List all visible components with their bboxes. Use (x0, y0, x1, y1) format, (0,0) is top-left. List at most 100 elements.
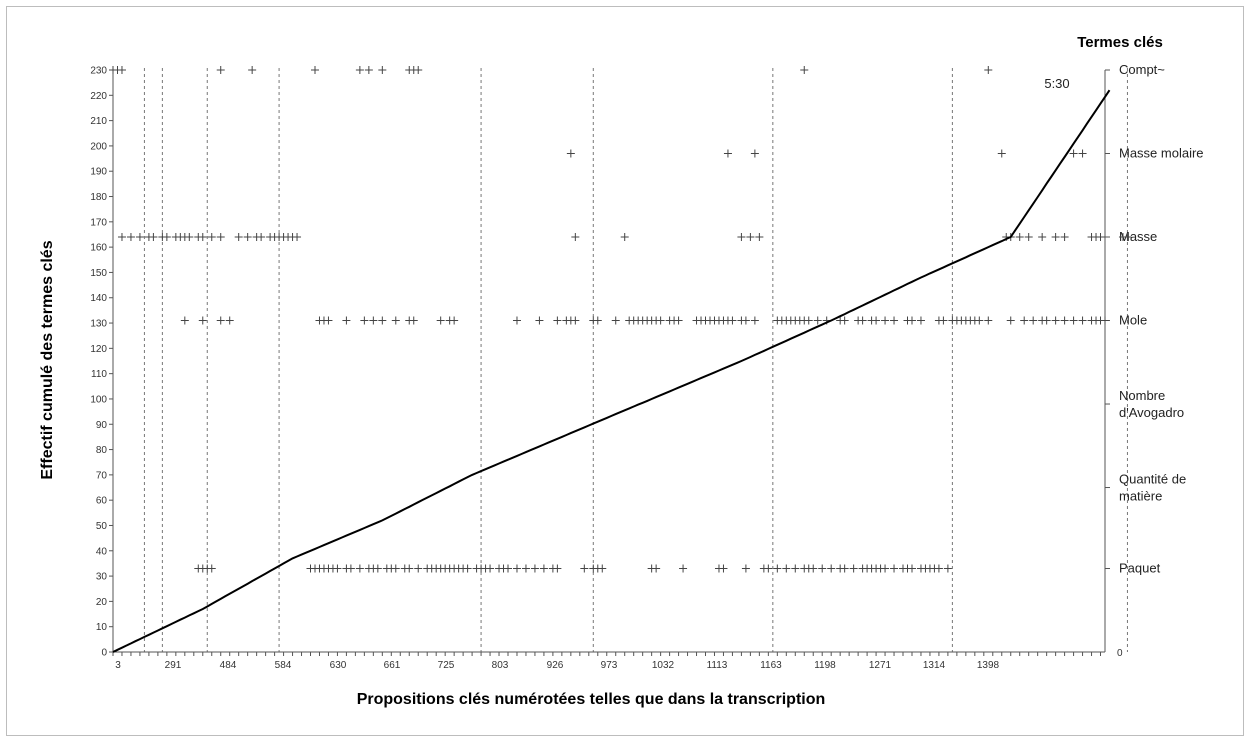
plus-marker (1078, 316, 1087, 325)
plus-marker (984, 316, 993, 325)
plus-marker (1069, 316, 1078, 325)
plus-marker (1051, 316, 1060, 325)
plus-marker (1069, 149, 1078, 158)
plus-marker (180, 316, 189, 325)
x-tick-label: 1271 (869, 660, 892, 671)
plus-marker (800, 66, 809, 74)
plus-marker (521, 564, 530, 573)
plus-marker (984, 66, 993, 74)
plus-marker (512, 564, 521, 573)
y-tick-label: 120 (90, 344, 107, 355)
plus-marker (652, 564, 661, 573)
x-tick-label: 926 (547, 660, 564, 671)
x-tick-label: 973 (601, 660, 618, 671)
plus-marker (849, 564, 858, 573)
plus-marker (162, 233, 171, 242)
plus-marker (135, 233, 144, 242)
plus-marker (450, 316, 459, 325)
x-tick-label: 1113 (707, 660, 728, 671)
y-tick-label: 200 (90, 141, 107, 152)
plus-marker (243, 233, 252, 242)
plus-marker (373, 564, 382, 573)
plus-marker (881, 564, 890, 573)
y-tick-label: 30 (96, 572, 108, 583)
plus-marker (117, 66, 126, 74)
term-label: Masse molaire (1119, 146, 1204, 161)
term-label: Quantité de matière (1119, 472, 1186, 504)
y-tick-label: 220 (90, 91, 107, 102)
x-tick-label: 630 (330, 660, 347, 671)
plus-marker (943, 564, 952, 573)
x-tick-label: 725 (438, 660, 455, 671)
x-tick-label: 1314 (923, 660, 946, 671)
plus-marker (571, 233, 580, 242)
y-tick-label: 150 (90, 268, 107, 279)
plus-marker (436, 316, 445, 325)
plus-marker (216, 233, 225, 242)
y-tick-label: 140 (90, 293, 107, 304)
plus-marker (1051, 233, 1060, 242)
plus-marker (741, 316, 750, 325)
cumulative-count-line (112, 89, 1111, 653)
plus-marker (939, 316, 948, 325)
cumulative-line (112, 89, 1111, 653)
plus-marker (378, 66, 387, 74)
plus-marker (149, 233, 158, 242)
y-tick-label: 210 (90, 116, 107, 127)
time-annotation: 5:30 (1044, 76, 1069, 91)
plus-marker (360, 316, 369, 325)
plus-marker (611, 316, 620, 325)
right-zero-label: 0 (1117, 648, 1123, 659)
plus-marker (750, 316, 759, 325)
term-label: Masse (1119, 229, 1157, 244)
term-markers (109, 66, 1132, 573)
plus-marker (916, 316, 925, 325)
plus-marker (679, 564, 688, 573)
plus-marker (773, 564, 782, 573)
plus-marker (1101, 316, 1109, 325)
plus-marker (391, 564, 400, 573)
plus-marker (934, 564, 943, 573)
x-tick-label: 291 (165, 660, 182, 671)
chart-frame (6, 6, 1244, 736)
plus-marker (1123, 233, 1132, 242)
y-tick-label: 160 (90, 243, 107, 254)
plus-marker (1024, 233, 1033, 242)
plus-marker (117, 233, 126, 242)
plus-marker (1006, 316, 1015, 325)
plus-marker (364, 66, 373, 74)
plus-marker (997, 149, 1006, 158)
plus-marker (553, 564, 562, 573)
plus-marker (530, 564, 539, 573)
plus-marker (198, 233, 207, 242)
plus-marker (248, 66, 257, 74)
y-tick-label: 40 (96, 546, 108, 557)
plus-marker (723, 149, 732, 158)
plus-marker (405, 564, 414, 573)
plus-marker (791, 564, 800, 573)
plus-marker (342, 316, 351, 325)
plus-marker (598, 564, 607, 573)
y-tick-label: 230 (90, 66, 107, 77)
y-tick-label: 190 (90, 167, 107, 178)
plus-marker (539, 564, 548, 573)
right-axis-title: Termes clés (1077, 34, 1163, 51)
y-tick-label: 10 (96, 622, 108, 633)
plus-marker (907, 564, 916, 573)
plus-marker (746, 233, 755, 242)
plus-marker (1029, 316, 1038, 325)
plus-marker (804, 316, 813, 325)
plus-marker (907, 316, 916, 325)
plus-marker (719, 564, 728, 573)
plus-marker (620, 233, 629, 242)
y-tick-label: 180 (90, 192, 107, 203)
plus-marker (741, 564, 750, 573)
plus-marker (728, 316, 737, 325)
plus-marker (818, 564, 827, 573)
plus-marker (216, 316, 225, 325)
plus-marker (872, 316, 881, 325)
y-tick-label: 60 (96, 496, 108, 507)
plus-marker (840, 564, 849, 573)
plus-marker (1042, 316, 1051, 325)
plus-marker (512, 316, 521, 325)
